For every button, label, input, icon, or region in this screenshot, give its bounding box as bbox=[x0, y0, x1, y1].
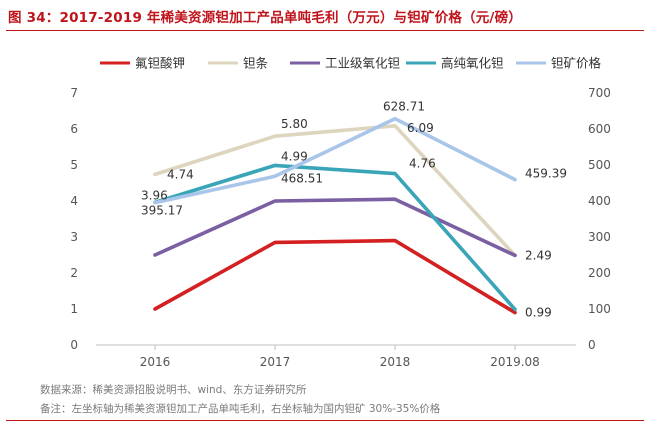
data-label: 2.49 bbox=[525, 248, 552, 262]
data-label: 459.39 bbox=[525, 167, 567, 181]
data-label: 5.80 bbox=[281, 117, 308, 131]
legend-label: 钽矿价格 bbox=[551, 56, 602, 71]
left-axis: 0 1 2 3 4 5 6 7 bbox=[70, 86, 78, 352]
title-divider bbox=[6, 30, 644, 31]
series-line bbox=[153, 163, 517, 312]
right-axis-tick-label: 100 bbox=[588, 302, 611, 316]
chart-title: 图 34：2017-2019 年稀美资源钽加工产品单吨毛利（万元）与钽矿价格（元… bbox=[8, 10, 522, 26]
remark-note: 备注：左坐标轴为稀美资源钽加工产品单吨毛利，右坐标轴为国内钽矿 30%-35%价… bbox=[40, 403, 441, 415]
legend-label: 氟钽酸钾 bbox=[135, 56, 185, 71]
series-line bbox=[153, 197, 517, 258]
right-axis-tick-label: 400 bbox=[588, 194, 611, 208]
data-label: 0.99 bbox=[525, 306, 552, 320]
right-axis-tick-label: 700 bbox=[588, 86, 611, 100]
legend-label: 高纯氧化钽 bbox=[441, 56, 504, 71]
data-label: 628.71 bbox=[383, 100, 425, 114]
data-label: 4.74 bbox=[167, 167, 194, 181]
x-axis-tick-label: 2017 bbox=[260, 355, 291, 369]
right-axis-tick-label: 200 bbox=[588, 266, 611, 280]
right-axis-tick-label: 500 bbox=[588, 158, 611, 172]
series-line bbox=[153, 238, 517, 315]
left-axis-tick-label: 1 bbox=[70, 302, 78, 316]
data-labels: 0.99 4.74 5.80 6.09 2.49 3.96 4.99 4.76 395.17 46… bbox=[141, 100, 567, 320]
right-axis-tick-label: 0 bbox=[588, 338, 596, 352]
x-axis-tick-label: 2018 bbox=[380, 355, 411, 369]
data-label: 3.96 bbox=[141, 188, 168, 202]
series-line bbox=[153, 116, 517, 205]
legend: 氟钽酸钾 钽条 工业级氧化钽 高纯氧化钽 钽矿价格 bbox=[100, 56, 602, 71]
left-axis-tick-label: 2 bbox=[70, 266, 78, 280]
right-axis: 0 100 200 300 400 500 600 700 bbox=[588, 86, 611, 352]
series-lines bbox=[153, 116, 517, 315]
x-axis: 2016 2017 2018 2019.08 bbox=[96, 344, 576, 369]
x-axis-tick-label: 2016 bbox=[140, 355, 171, 369]
series-line bbox=[153, 124, 517, 258]
left-axis-tick-label: 5 bbox=[70, 158, 78, 172]
source-note: 数据来源：稀美资源招股说明书、wind、东方证券研究所 bbox=[40, 384, 307, 396]
left-axis-tick-label: 7 bbox=[70, 86, 78, 100]
left-axis-tick-label: 4 bbox=[70, 194, 78, 208]
right-axis-tick-label: 600 bbox=[588, 122, 611, 136]
left-axis-tick-label: 3 bbox=[70, 230, 78, 244]
data-label: 395.17 bbox=[141, 204, 183, 218]
data-label: 6.09 bbox=[407, 121, 434, 135]
legend-label: 工业级氧化钽 bbox=[325, 56, 401, 71]
x-axis-tick-label: 2019.08 bbox=[490, 355, 540, 369]
data-label: 4.76 bbox=[409, 157, 436, 171]
data-label: 4.99 bbox=[281, 149, 308, 163]
legend-label: 钽条 bbox=[243, 56, 269, 71]
right-axis-tick-label: 300 bbox=[588, 230, 611, 244]
footer-divider bbox=[6, 420, 644, 421]
data-label: 468.51 bbox=[281, 171, 323, 185]
left-axis-tick-label: 6 bbox=[70, 122, 78, 136]
left-axis-tick-label: 0 bbox=[70, 338, 78, 352]
